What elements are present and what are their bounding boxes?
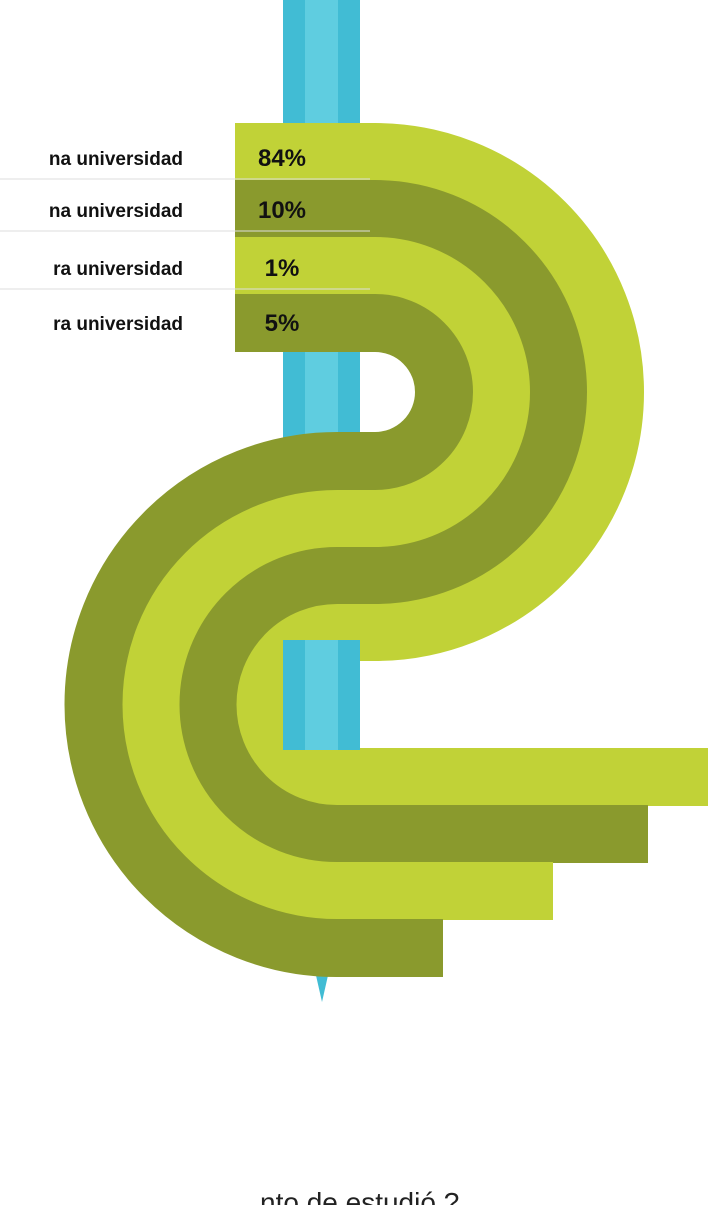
item-value: 10% — [258, 197, 306, 224]
item-label: na universidad — [49, 149, 183, 170]
band — [235, 123, 708, 806]
item-value: 5% — [265, 310, 300, 337]
item-value: 1% — [265, 255, 300, 282]
item-value: 84% — [258, 145, 306, 172]
rows: na universidad 84% na universidad 10% ra uni… — [0, 145, 370, 337]
band — [121, 237, 553, 920]
pencil-segment — [305, 352, 338, 412]
item-label: ra universidad — [53, 314, 183, 335]
band — [64, 294, 473, 977]
pencil-segment — [305, 640, 338, 750]
band — [178, 180, 648, 863]
bands — [64, 123, 708, 977]
footer-text: nto de estudió ? — [260, 1187, 459, 1205]
item-label: na universidad — [49, 201, 183, 222]
item-label: ra universidad — [53, 259, 183, 280]
